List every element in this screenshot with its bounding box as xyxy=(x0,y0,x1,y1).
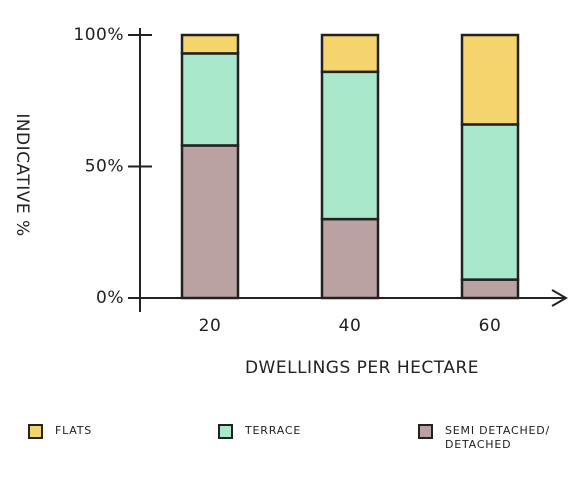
x-tick-label: 60 xyxy=(479,316,502,336)
y-tick-label: 50% xyxy=(85,157,124,177)
legend-label: SEMI DETACHED/ DETACHED xyxy=(445,424,551,451)
bar-segment xyxy=(180,52,240,147)
legend-swatch xyxy=(418,424,433,439)
bar-segment xyxy=(180,144,240,300)
bar-segment xyxy=(460,278,520,300)
bar-segment xyxy=(180,33,240,55)
legend-label: FLATS xyxy=(55,424,93,437)
y-tick-label: 0% xyxy=(96,288,124,308)
y-tick-label: 100% xyxy=(73,25,124,45)
y-axis-label: INDICATIVE % xyxy=(12,113,32,236)
x-axis-arrow xyxy=(551,289,569,307)
bar-segment xyxy=(460,123,520,281)
legend-label: TERRACE xyxy=(245,424,302,437)
x-axis-label: DWELLINGS PER HECTARE xyxy=(245,358,479,378)
legend-swatch xyxy=(28,424,43,439)
legend-item: FLATS xyxy=(28,424,92,439)
legend-item: SEMI DETACHED/ DETACHED xyxy=(418,424,555,452)
bar-segment xyxy=(320,33,380,74)
x-tick-label: 40 xyxy=(339,316,362,336)
bar-segment xyxy=(460,33,520,126)
legend-item: TERRACE xyxy=(218,424,301,439)
legend-swatch xyxy=(218,424,233,439)
bar-segment xyxy=(320,70,380,221)
bar-segment xyxy=(320,217,380,300)
x-tick-label: 20 xyxy=(199,316,222,336)
